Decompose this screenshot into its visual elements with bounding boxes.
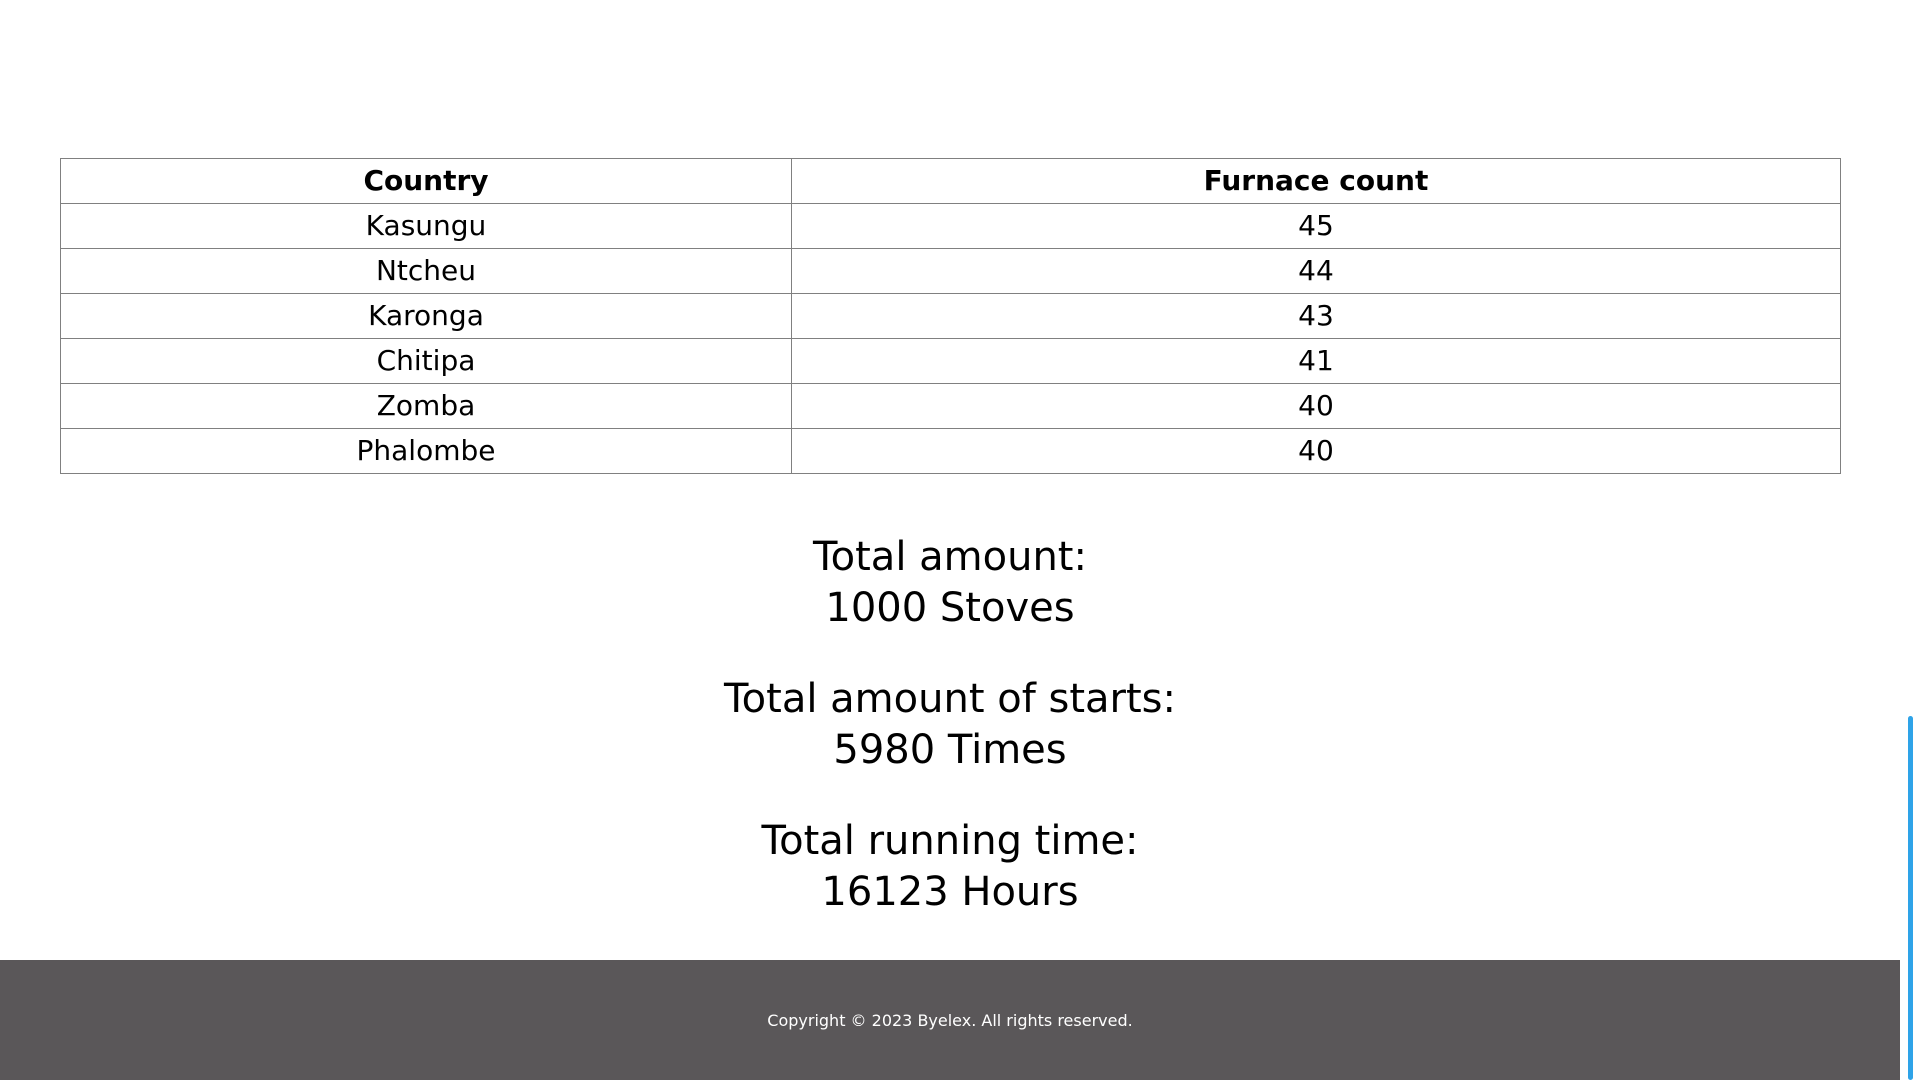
- table-row: Chitipa 41: [60, 338, 1841, 384]
- scrollbar-track[interactable]: [1900, 0, 1920, 1080]
- furnace-count-table: Country Furnace count Kasungu 45 Ntcheu …: [60, 158, 1841, 474]
- total-amount-value: 1000 Stoves: [825, 585, 1075, 631]
- cell-country: Zomba: [60, 383, 792, 429]
- table-row: Phalombe 40: [60, 428, 1841, 474]
- cell-furnace-count: 44: [791, 248, 1841, 294]
- total-starts-label: Total amount of starts:: [724, 676, 1176, 722]
- total-amount-label: Total amount:: [813, 534, 1087, 580]
- table-row: Ntcheu 44: [60, 248, 1841, 294]
- total-starts: Total amount of starts: 5980 Times: [0, 674, 1900, 776]
- table-row: Kasungu 45: [60, 203, 1841, 249]
- total-running-time: Total running time: 16123 Hours: [0, 816, 1900, 918]
- total-starts-value: 5980 Times: [833, 727, 1067, 773]
- footer: Copyright © 2023 Byelex. All rights rese…: [0, 960, 1900, 1080]
- table-row: Zomba 40: [60, 383, 1841, 429]
- scrollbar-thumb[interactable]: [1908, 716, 1913, 1080]
- cell-furnace-count: 40: [791, 428, 1841, 474]
- copyright-text: Copyright © 2023 Byelex. All rights rese…: [767, 1011, 1133, 1030]
- column-header-furnace-count: Furnace count: [791, 158, 1841, 204]
- cell-country: Karonga: [60, 293, 792, 339]
- cell-furnace-count: 43: [791, 293, 1841, 339]
- cell-furnace-count: 40: [791, 383, 1841, 429]
- totals-summary: Total amount: 1000 Stoves Total amount o…: [0, 532, 1900, 958]
- cell-furnace-count: 41: [791, 338, 1841, 384]
- total-running-time-value: 16123 Hours: [821, 869, 1079, 915]
- total-amount: Total amount: 1000 Stoves: [0, 532, 1900, 634]
- column-header-country: Country: [60, 158, 792, 204]
- total-running-time-label: Total running time:: [761, 818, 1139, 864]
- cell-country: Ntcheu: [60, 248, 792, 294]
- cell-furnace-count: 45: [791, 203, 1841, 249]
- cell-country: Kasungu: [60, 203, 792, 249]
- table-header-row: Country Furnace count: [60, 158, 1841, 204]
- table-row: Karonga 43: [60, 293, 1841, 339]
- cell-country: Phalombe: [60, 428, 792, 474]
- cell-country: Chitipa: [60, 338, 792, 384]
- main-content: Country Furnace count Kasungu 45 Ntcheu …: [0, 158, 1900, 958]
